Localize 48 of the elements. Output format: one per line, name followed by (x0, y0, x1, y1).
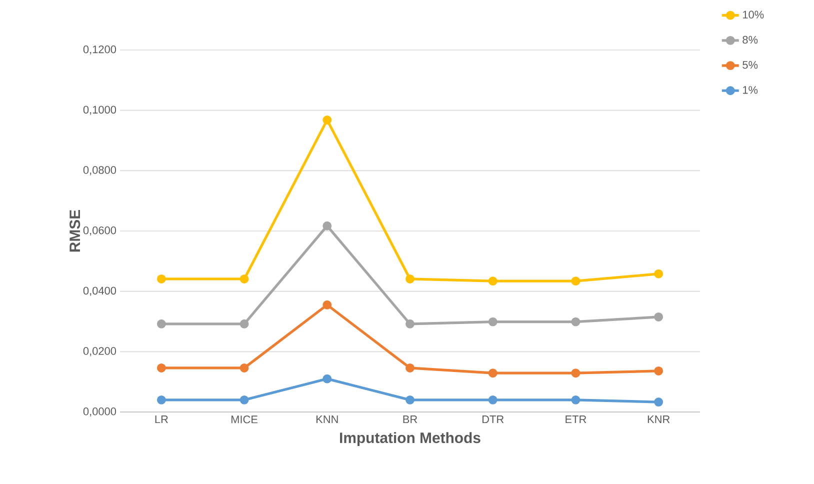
y-tick-label: 0,1200 (83, 45, 116, 55)
point (322, 374, 332, 384)
x-tick-label: KNN (316, 416, 338, 424)
point (406, 274, 414, 284)
x-tick-label: KNR (648, 416, 670, 424)
point (488, 317, 498, 326)
point (488, 368, 498, 378)
point (406, 363, 414, 372)
point (240, 363, 249, 372)
legend-label: 8% (742, 36, 758, 44)
x-axis-title: Imputation Methods (340, 432, 480, 446)
legend-label: 10% (743, 10, 764, 19)
x-tick-label: DTR (482, 416, 504, 424)
legend-label: 1% (743, 86, 758, 94)
y-tick-label: 0,0000 (83, 407, 116, 417)
x-tick-label: MICE (231, 416, 258, 424)
point (654, 269, 664, 278)
point (488, 276, 498, 286)
point (654, 312, 664, 322)
point (406, 319, 414, 328)
point (571, 317, 580, 326)
point (488, 395, 498, 404)
point (156, 363, 166, 372)
point (571, 395, 580, 404)
point (240, 274, 249, 284)
x-tick-label: ETR (566, 416, 586, 424)
point (654, 398, 664, 407)
point (571, 276, 580, 286)
point (654, 366, 664, 376)
y-tick-label: 0,0600 (83, 226, 116, 236)
y-axis-title: RMSE (70, 210, 80, 252)
y-tick-label: 0,0800 (83, 166, 116, 176)
y-tick-label: 0,0400 (83, 286, 116, 296)
x-tick-label: LR (155, 416, 168, 424)
point (156, 274, 166, 284)
legend-label: 5% (742, 61, 758, 69)
point (322, 300, 332, 310)
point (571, 368, 580, 378)
point (156, 319, 166, 328)
y-tick-label: 0,1000 (83, 106, 116, 115)
x-tick-label: BR (403, 416, 418, 424)
point (156, 395, 166, 404)
point (240, 319, 249, 328)
point (322, 221, 332, 230)
point (240, 395, 249, 404)
y-tick-label: 0,0200 (83, 347, 116, 356)
point (406, 395, 414, 404)
point (322, 116, 332, 124)
